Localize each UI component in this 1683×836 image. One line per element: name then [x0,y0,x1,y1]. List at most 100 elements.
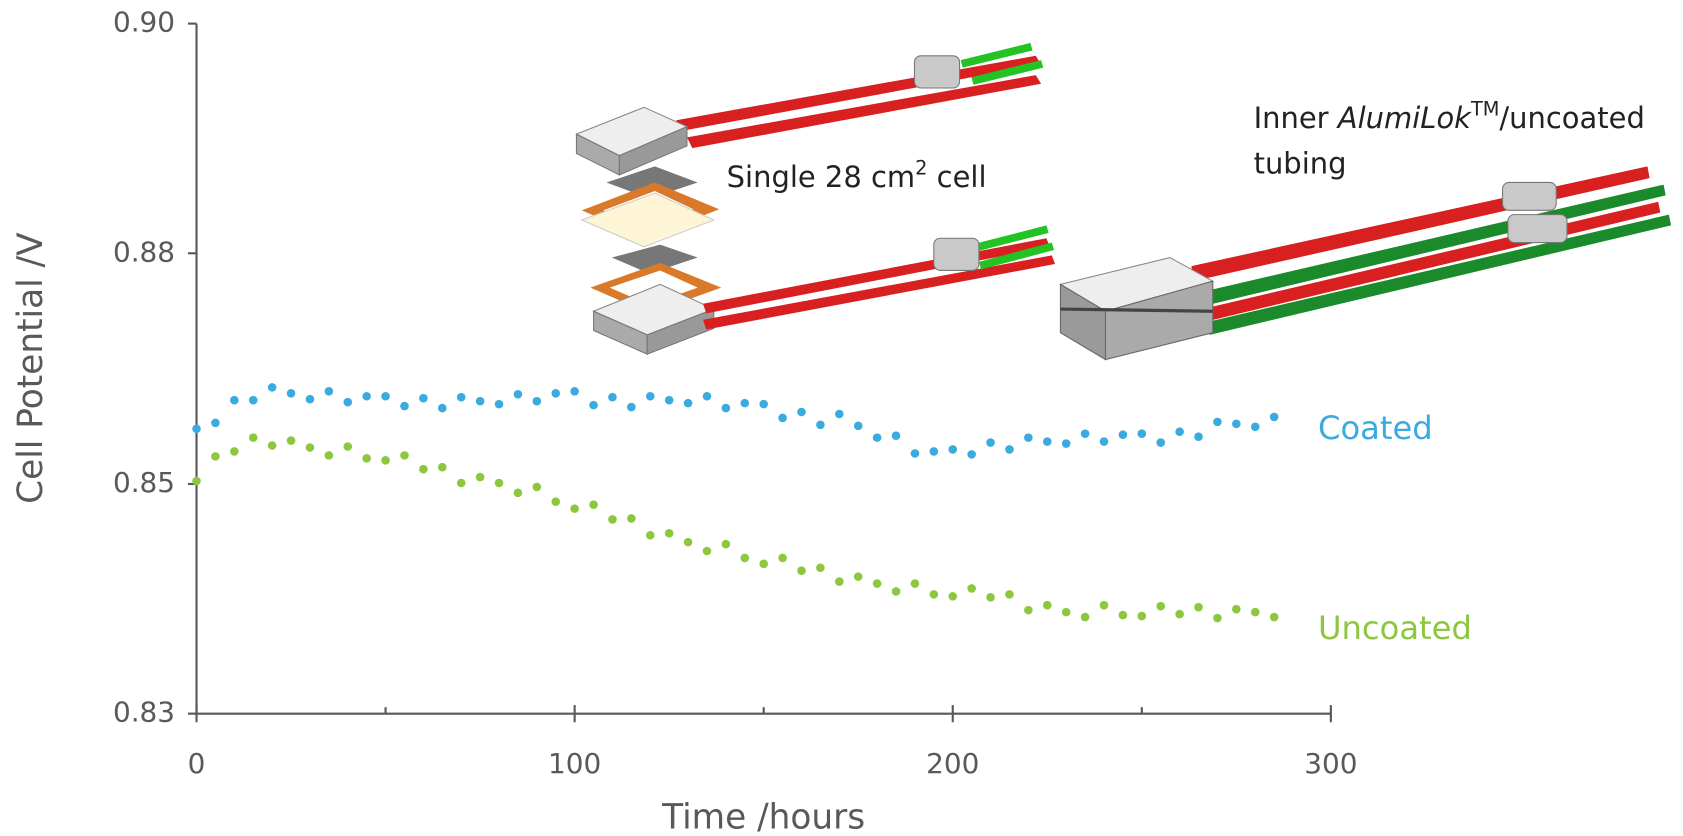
cell-illustration [575,42,1056,355]
point [929,590,939,599]
annotation-sup: 2 [915,156,927,179]
point [286,388,296,398]
point [456,392,466,402]
point [211,452,220,461]
point [589,400,598,410]
point [230,447,239,456]
point [627,402,636,412]
point [872,579,882,588]
point [570,504,579,513]
point [438,403,447,413]
point [1156,438,1166,447]
point [1250,422,1260,432]
point [702,391,712,401]
point [248,433,258,442]
point [1250,607,1260,617]
point [589,500,598,509]
point [721,539,731,549]
point [683,537,693,547]
annotation: Inner AlumiLokTM/uncoated [1254,97,1645,135]
point [645,530,655,540]
annotation-sup: TM [1470,97,1499,120]
point [910,579,920,588]
point [400,451,409,460]
point [986,438,995,447]
point [1269,612,1279,622]
point [853,421,863,431]
point [1061,439,1071,448]
point [702,546,712,556]
point [627,514,636,523]
point [456,478,466,488]
point [740,398,750,408]
point [816,420,825,430]
x-tick-label: 200 [926,747,979,780]
point [192,476,201,486]
point [1118,430,1128,439]
annotation-text: /uncoated [1499,101,1644,135]
point [381,391,390,401]
point [872,433,882,442]
annotation: tubing [1254,146,1347,180]
point [1137,611,1147,621]
annotation: Single 28 cm2 cell [727,156,987,194]
point [1005,590,1014,599]
point [362,391,371,401]
point [1194,432,1203,441]
point [1099,600,1109,610]
point [1137,429,1147,438]
point [211,418,220,428]
point [853,572,863,581]
point [778,553,787,563]
point [967,584,976,593]
point [475,396,485,406]
point [740,553,750,563]
point [1099,437,1109,446]
point [645,391,655,401]
point [438,462,447,472]
point [1118,610,1128,620]
point [1213,613,1222,623]
point [267,441,277,450]
point [1042,437,1052,446]
point [192,424,201,434]
point [551,497,561,507]
y-tick-label: 0.83 [113,696,175,729]
point [419,464,428,474]
point [513,488,523,498]
point [305,443,315,452]
series-label: Coated [1318,409,1433,447]
point [551,388,561,398]
point [759,559,768,569]
point [362,454,371,463]
point [1024,605,1033,615]
point [1213,417,1222,427]
x-tick-label: 100 [548,747,601,780]
point [608,392,617,402]
series-label: Uncoated [1318,609,1472,647]
point [967,450,976,459]
point [532,482,542,492]
point [910,449,920,458]
point [664,395,674,405]
annotation-text: cell [927,160,986,194]
point [835,409,844,419]
x-tick-label: 300 [1304,747,1357,780]
point [608,515,617,524]
point [1232,419,1241,429]
point [400,401,409,411]
tubing-illustration [1059,166,1672,361]
point [1042,600,1052,610]
point [1080,612,1090,622]
point [797,566,806,576]
point [683,398,693,408]
x-tick-label: 0 [188,747,206,780]
point [286,436,296,445]
point [343,397,353,407]
point [797,407,806,417]
y-tick-label: 0.85 [113,466,175,499]
x-axis-title: Time /hours [661,797,865,836]
point [324,451,334,460]
point [324,387,334,396]
point [891,587,901,596]
